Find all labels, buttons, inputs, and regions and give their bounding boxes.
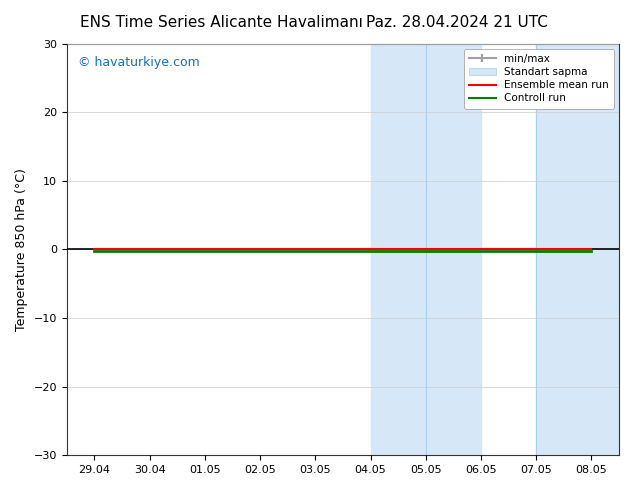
Y-axis label: Temperature 850 hPa (°C): Temperature 850 hPa (°C)	[15, 168, 28, 331]
Text: Paz. 28.04.2024 21 UTC: Paz. 28.04.2024 21 UTC	[366, 15, 547, 30]
Text: ENS Time Series Alicante Havalimanı: ENS Time Series Alicante Havalimanı	[81, 15, 363, 30]
Bar	[370, 44, 481, 455]
Legend: min/max, Standart sapma, Ensemble mean run, Controll run: min/max, Standart sapma, Ensemble mean r…	[464, 49, 614, 108]
Text: © havaturkiye.com: © havaturkiye.com	[78, 56, 200, 69]
Bar	[536, 44, 619, 455]
